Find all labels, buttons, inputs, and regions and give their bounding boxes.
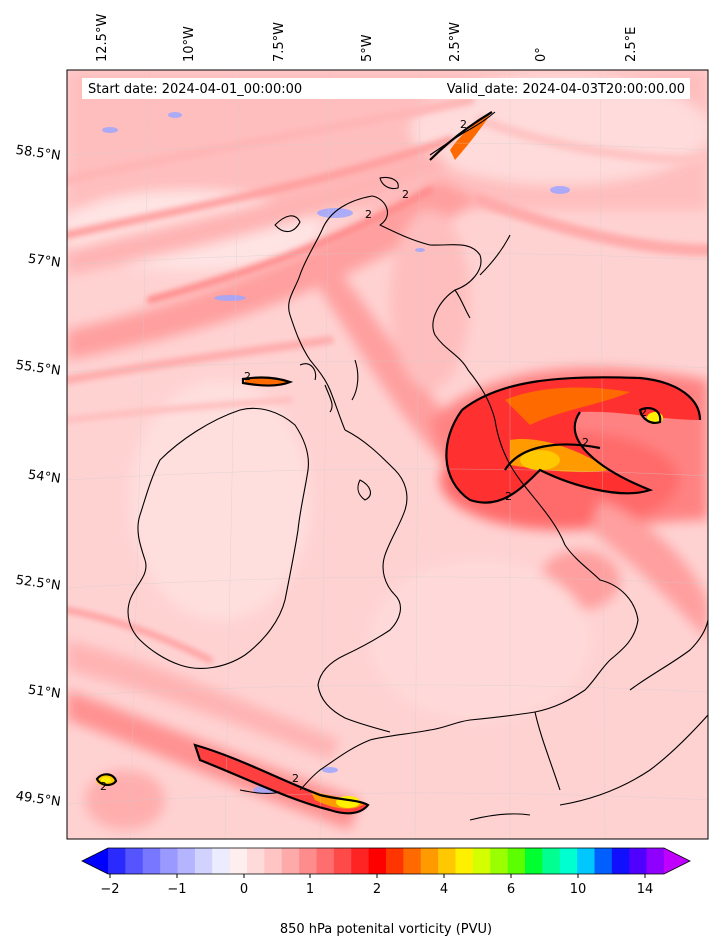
colorbar-cell — [455, 848, 474, 874]
colorbar-cell — [490, 848, 509, 874]
colorbar-cell — [299, 848, 317, 874]
colorbar-cell — [264, 848, 283, 874]
colorbar-cell — [542, 848, 561, 874]
lon-label: 0° — [534, 47, 549, 62]
contour-label: 2 — [365, 208, 372, 221]
colorbar-cell — [160, 848, 178, 874]
start-date-text: Start date: 2024-04-01_00:00:00 — [88, 82, 302, 97]
contour-label: 2 — [640, 406, 647, 419]
cbar-tick-label: 1 — [306, 882, 314, 897]
colorbar-cell — [142, 848, 161, 874]
lat-label: 49.5°N — [15, 789, 62, 810]
colorbar-cell — [108, 848, 126, 874]
colorbar-cell — [420, 848, 439, 874]
colorbar-cell — [333, 848, 352, 874]
lon-label: 2.5°W — [448, 22, 463, 62]
lat-label: 55.5°N — [15, 358, 62, 379]
colorbar-cell — [507, 848, 526, 874]
lat-label: 58.5°N — [15, 143, 62, 164]
contour-label: 2 — [100, 780, 107, 793]
lat-label: 51°N — [27, 683, 62, 702]
colorbar-cell — [438, 848, 456, 874]
cbar-tick-label: 2 — [373, 882, 381, 897]
contour-label: 2 — [505, 490, 512, 503]
cbar-tick-label: −1 — [167, 882, 186, 897]
colorbar-title: 850 hPa potenital vorticity (PVU) — [280, 922, 492, 937]
colorbar-extend-min — [82, 848, 108, 874]
colorbar-cell — [559, 848, 578, 874]
contour-label: 2 — [582, 436, 589, 449]
colorbar-cell — [247, 848, 265, 874]
colorbar-extend-max — [664, 848, 690, 874]
colorbar-cell — [646, 848, 665, 874]
header-bar — [82, 78, 690, 99]
colorbar-cell — [212, 848, 231, 874]
colorbar: −2 −1 0 1 2 4 6 10 14 850 hPa potenital … — [81, 847, 691, 937]
contour-label: 2 — [460, 118, 467, 131]
colorbar-cell — [177, 848, 196, 874]
lon-label: 12.5°W — [95, 14, 110, 62]
lon-label: 2.5°E — [624, 27, 639, 62]
valid-date-text: Valid_date: 2024-04-03T20:00:00.00 — [447, 82, 685, 97]
cbar-tick-label: 6 — [507, 882, 515, 897]
colorbar-ticks — [109, 874, 646, 878]
contour-label: 2 — [292, 772, 299, 785]
cbar-tick-label: 10 — [570, 882, 587, 897]
lat-label: 54°N — [27, 468, 62, 487]
colorbar-cell — [472, 848, 491, 874]
contour-label: 2 — [244, 370, 251, 383]
colorbar-outline — [81, 847, 691, 875]
colorbar-cell — [368, 848, 387, 874]
colorbar-cell — [611, 848, 630, 874]
colorbar-cell — [316, 848, 335, 874]
colorbar-cell — [594, 848, 613, 874]
colorbar-cell — [403, 848, 422, 874]
latitude-labels: 58.5°N 57°N 55.5°N 54°N 52.5°N 51°N 49.5… — [15, 143, 62, 810]
lat-label: 57°N — [27, 252, 62, 271]
colorbar-cell — [125, 848, 144, 874]
lon-label: 5°W — [360, 34, 375, 62]
colorbar-cell — [229, 848, 248, 874]
colorbar-cell — [525, 848, 543, 874]
lon-label: 10°W — [182, 26, 197, 62]
cbar-tick-label: −2 — [100, 882, 119, 897]
colorbar-cell — [281, 848, 300, 874]
lon-label: 7.5°W — [272, 22, 287, 62]
colorbar-tick-labels: −2 −1 0 1 2 4 6 10 14 — [100, 882, 653, 897]
colorbar-cell — [351, 848, 370, 874]
colorbar-cell — [629, 848, 648, 874]
colorbar-cells — [108, 848, 665, 874]
contour-label: 2 — [402, 188, 409, 201]
colorbar-cell — [577, 848, 595, 874]
cbar-tick-label: 0 — [240, 882, 248, 897]
contour-labels: 2 2 2 2 2 2 2 2 2 — [100, 118, 647, 793]
map-frame — [66, 69, 709, 840]
pv-field — [67, 70, 708, 839]
cbar-tick-label: 14 — [637, 882, 654, 897]
colorbar-cell — [194, 848, 213, 874]
lat-label: 52.5°N — [15, 573, 62, 594]
coastlines — [127, 111, 708, 821]
longitude-labels: 12.5°W 10°W 7.5°W 5°W 2.5°W 0° 2.5°E — [95, 14, 639, 62]
cbar-tick-label: 4 — [440, 882, 448, 897]
colorbar-cell — [386, 848, 404, 874]
